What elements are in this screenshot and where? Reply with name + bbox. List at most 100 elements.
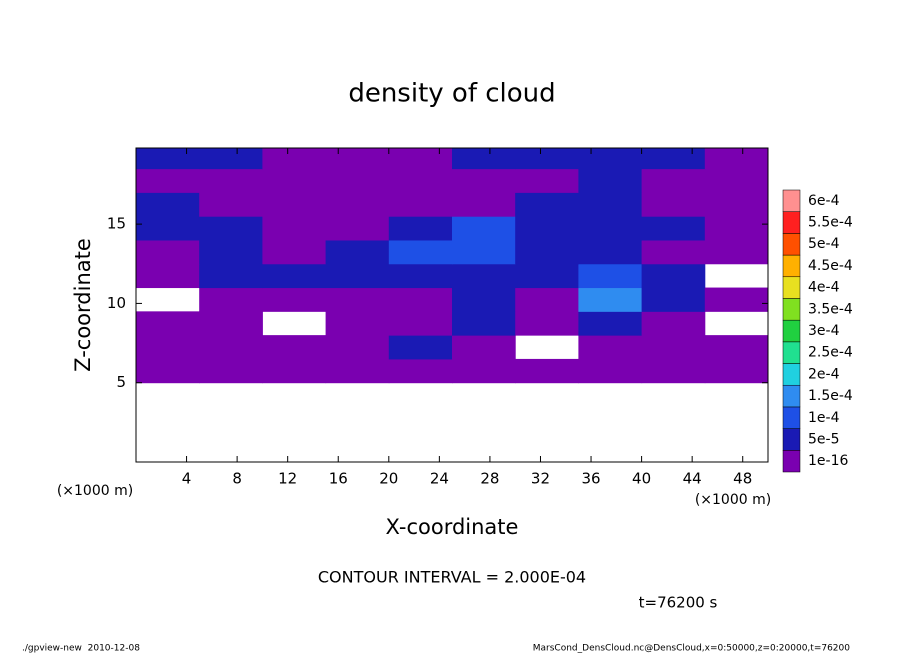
contour-cell <box>515 263 579 289</box>
contour-cell <box>136 335 200 360</box>
contour-cell <box>641 335 706 360</box>
plot-frame <box>135 147 769 463</box>
contour-cell <box>262 263 327 289</box>
contour-cell <box>704 168 769 193</box>
footer-left: ./gpview-new 2010-12-08 <box>22 644 140 654</box>
colorbar-label: 2.5e-4 <box>808 345 853 361</box>
contour-cell <box>388 287 453 312</box>
footer-right: MarsCond_DensCloud.nc@DensCloud,x=0:5000… <box>533 644 850 654</box>
colorbar-box <box>782 341 801 364</box>
contour-cell <box>452 192 516 217</box>
contour-cell <box>578 335 643 360</box>
contour-cell <box>262 148 327 170</box>
contour-cell <box>199 358 263 384</box>
contour-cell <box>199 216 263 241</box>
contour-cell <box>641 239 706 265</box>
contour-cell <box>515 311 579 336</box>
contour-cell <box>325 192 390 217</box>
contour-cell <box>136 216 200 241</box>
contour-cell <box>136 192 200 217</box>
contour-cell <box>578 263 643 289</box>
x-tick-label: 32 <box>531 470 550 488</box>
contour-cell <box>452 358 516 384</box>
colorbar-box <box>782 384 801 408</box>
contour-cell <box>388 192 453 217</box>
x-tick-label: 20 <box>379 470 398 488</box>
contour-cell <box>515 358 579 384</box>
contour-cell <box>325 358 390 384</box>
contour-cell <box>199 287 263 312</box>
x-tick-label: 44 <box>683 470 702 488</box>
colorbar-label: 4e-4 <box>808 280 840 296</box>
contour-cell <box>136 239 200 265</box>
contour-cell <box>199 335 263 360</box>
contour-cell <box>704 358 769 384</box>
colorbar-label: 3.5e-4 <box>808 301 853 317</box>
contour-cell <box>641 287 706 312</box>
contour-cell <box>452 239 516 265</box>
colorbar-label: 6e-4 <box>808 193 840 209</box>
annotation: CONTOUR INTERVAL = 2.000E-04 <box>318 568 586 587</box>
contour-cell <box>136 263 200 289</box>
contour-cell <box>325 311 390 336</box>
contour-cell <box>515 287 579 312</box>
x-tick-label: 36 <box>581 470 600 488</box>
chart-title: density of cloud <box>348 79 555 109</box>
y-unit-label: (×1000 m) <box>57 483 133 499</box>
colorbar-label: 3e-4 <box>808 323 840 339</box>
contour-cell <box>262 168 327 193</box>
colorbar-label: 4.5e-4 <box>808 258 853 274</box>
contour-cell <box>452 311 516 336</box>
contour-cell <box>452 287 516 312</box>
x-tick-label: 24 <box>430 470 449 488</box>
colorbar-label: 2e-4 <box>808 366 840 382</box>
contour-cell <box>704 335 769 360</box>
contour-cell <box>641 216 706 241</box>
contour-cell <box>578 358 643 384</box>
contour-cell <box>578 168 643 193</box>
colorbar-box <box>782 298 801 321</box>
contour-cell <box>388 148 453 170</box>
colorbar-box <box>782 363 801 386</box>
contour-cell <box>641 311 706 336</box>
y-tick-label: 15 <box>107 215 126 233</box>
colorbar-box <box>782 406 801 429</box>
contour-cell <box>388 168 453 193</box>
x-tick-label: 12 <box>278 470 297 488</box>
contour-cell <box>641 263 706 289</box>
x-tick-label: 28 <box>480 470 499 488</box>
contour-cell <box>325 287 390 312</box>
contour-cell <box>262 287 327 312</box>
contour-cell <box>325 168 390 193</box>
contour-cell <box>199 192 263 217</box>
colorbar-label: 5e-4 <box>808 236 840 252</box>
contour-cell <box>325 239 390 265</box>
x-unit-label: (×1000 m) <box>695 492 771 508</box>
contour-cell <box>262 358 327 384</box>
contour-cell <box>515 216 579 241</box>
contour-cell <box>704 216 769 241</box>
x-tick-label: 8 <box>232 470 242 488</box>
contour-cell <box>262 216 327 241</box>
contour-cell <box>136 148 200 170</box>
contour-cell <box>515 168 579 193</box>
colorbar-label: 1e-4 <box>808 410 840 426</box>
contour-cell <box>452 335 516 360</box>
contour-cell <box>704 287 769 312</box>
colorbar-box <box>782 211 801 234</box>
contour-cell <box>136 311 200 336</box>
contour-cell <box>641 148 706 170</box>
contour-cell <box>452 148 516 170</box>
colorbar-label: 5.5e-4 <box>808 215 853 231</box>
contour-cell <box>452 216 516 241</box>
contour-cell <box>578 239 643 265</box>
contour-cell <box>515 192 579 217</box>
contour-cell <box>704 192 769 217</box>
y-tick-label: 5 <box>116 373 126 391</box>
colorbar-box <box>782 319 801 343</box>
x-tick-label: 40 <box>632 470 651 488</box>
contour-cell <box>578 216 643 241</box>
contour-cell <box>136 168 200 193</box>
contour-cell <box>325 335 390 360</box>
